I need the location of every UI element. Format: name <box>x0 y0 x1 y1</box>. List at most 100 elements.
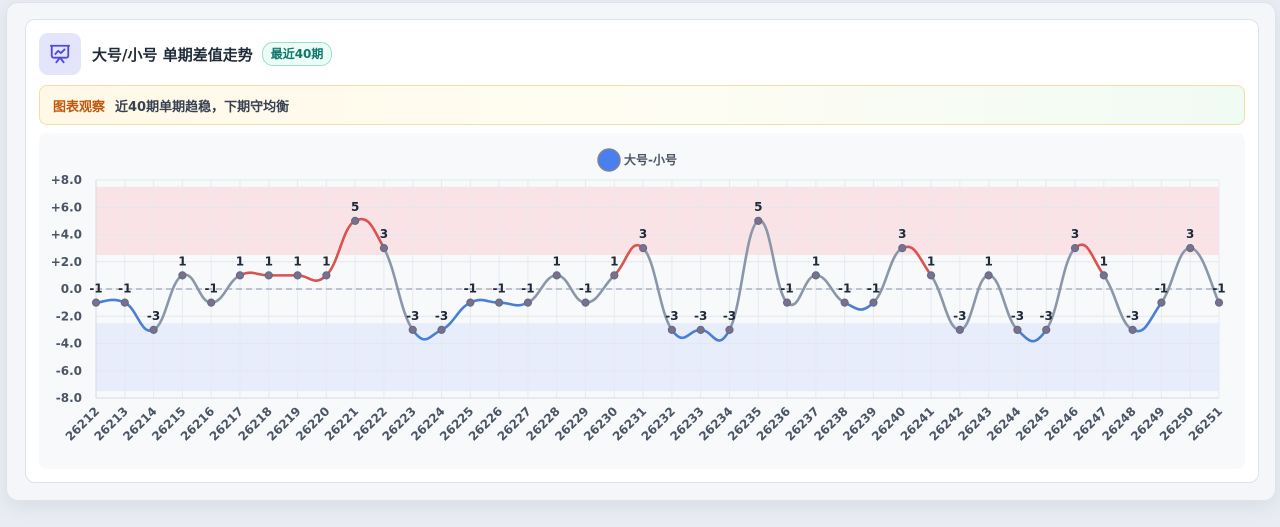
series-line-segment <box>382 246 415 332</box>
data-label: 1 <box>178 254 186 268</box>
data-point[interactable] <box>466 298 475 307</box>
data-point[interactable] <box>782 298 792 307</box>
data-label: 5 <box>754 200 762 214</box>
data-point[interactable] <box>495 298 504 307</box>
data-label: 1 <box>812 254 820 268</box>
data-label: 1 <box>322 254 330 268</box>
data-point[interactable] <box>235 271 245 280</box>
legend-label: 大号-小号 <box>624 152 677 167</box>
data-label: 1 <box>1100 254 1108 268</box>
data-label: -3 <box>435 309 448 323</box>
observation-text: 近40期单期趋稳，下期守均衡 <box>115 99 290 115</box>
data-point[interactable] <box>178 271 187 280</box>
data-point[interactable] <box>1042 325 1051 334</box>
data-label: -1 <box>521 282 534 296</box>
data-label: -1 <box>1212 282 1225 296</box>
series-line-segment <box>843 301 875 311</box>
data-point[interactable] <box>926 271 936 280</box>
data-label: -3 <box>953 309 966 323</box>
series-line-segment <box>872 246 904 304</box>
data-label: 1 <box>984 254 992 268</box>
data-point[interactable] <box>1157 298 1166 307</box>
data-point[interactable] <box>1099 271 1108 280</box>
period-badge: 最近40期 <box>261 42 333 66</box>
data-point[interactable] <box>149 325 158 334</box>
y-tick-label: +6.0 <box>51 200 82 214</box>
data-point[interactable] <box>696 325 705 334</box>
data-point[interactable] <box>811 271 820 280</box>
data-label: -1 <box>118 282 131 296</box>
data-point[interactable] <box>639 244 648 253</box>
data-point[interactable] <box>898 244 907 253</box>
observation-banner: 图表观察 近40期单期趋稳，下期守均衡 <box>39 85 1245 125</box>
y-tick-label: -8.0 <box>56 391 82 405</box>
data-label: -3 <box>1011 309 1024 323</box>
data-label: 5 <box>351 200 359 214</box>
data-point[interactable] <box>207 298 216 307</box>
data-point[interactable] <box>1186 244 1195 253</box>
data-point[interactable] <box>754 216 763 225</box>
data-label: -3 <box>694 309 707 323</box>
series-line-segment <box>641 246 674 332</box>
y-tick-label: 0.0 <box>61 282 82 296</box>
y-tick-label: +8.0 <box>51 173 82 187</box>
data-point[interactable] <box>264 271 273 280</box>
data-label: 3 <box>1071 227 1079 241</box>
data-point[interactable] <box>869 298 878 307</box>
data-label: -3 <box>665 309 678 323</box>
legend[interactable]: 大号-小号 <box>597 148 677 172</box>
data-point[interactable] <box>1214 298 1224 307</box>
data-point[interactable] <box>91 298 101 307</box>
data-point[interactable] <box>552 271 561 280</box>
y-tick-label: -4.0 <box>56 337 82 351</box>
data-point[interactable] <box>120 298 129 307</box>
data-point[interactable] <box>322 271 331 280</box>
data-label: 1 <box>236 254 244 268</box>
data-label: -3 <box>147 309 160 323</box>
chart-band-1 <box>96 323 1219 392</box>
data-point[interactable] <box>408 325 417 334</box>
data-point[interactable] <box>1013 325 1022 334</box>
data-point[interactable] <box>379 244 389 253</box>
chart-card: 大号/小号 单期差值走势 最近40期 图表观察 近40期单期趋稳，下期守均衡 +… <box>25 19 1259 483</box>
card-header: 大号/小号 单期差值走势 最近40期 <box>39 33 333 75</box>
data-point[interactable] <box>725 325 734 334</box>
data-label: -1 <box>205 282 218 296</box>
data-label: -3 <box>1040 309 1053 323</box>
series-line-segment <box>238 271 271 277</box>
legend-marker <box>597 148 621 172</box>
data-label: -1 <box>838 282 851 296</box>
data-point[interactable] <box>351 216 360 225</box>
data-point[interactable] <box>523 298 533 307</box>
data-label: 3 <box>380 227 388 241</box>
data-point[interactable] <box>581 298 590 307</box>
data-label: -3 <box>723 309 736 323</box>
series-line-segment <box>728 219 760 332</box>
observation-label: 图表观察 <box>53 99 106 115</box>
line-chart: +8.0+6.0+4.0+2.00.0-2.0-4.0-6.0-8.0-1262… <box>51 148 1226 444</box>
data-label: 3 <box>1186 227 1194 241</box>
data-label: -1 <box>780 282 793 296</box>
data-label: -3 <box>1126 309 1139 323</box>
data-label: -1 <box>867 282 880 296</box>
y-tick-label: -6.0 <box>56 364 82 378</box>
data-point[interactable] <box>955 325 964 334</box>
data-point[interactable] <box>840 298 849 307</box>
data-label: -1 <box>1155 282 1168 296</box>
data-label: -3 <box>406 309 419 323</box>
data-point[interactable] <box>667 325 676 334</box>
data-label: 1 <box>610 254 618 268</box>
data-point[interactable] <box>437 325 446 334</box>
data-label: 3 <box>639 227 647 241</box>
data-label: -1 <box>464 282 477 296</box>
data-point[interactable] <box>293 271 302 280</box>
data-label: -1 <box>579 282 592 296</box>
series-line-segment <box>469 298 501 304</box>
chart-title: 大号/小号 单期差值走势 <box>92 45 253 64</box>
data-point[interactable] <box>1070 244 1080 253</box>
data-point[interactable] <box>610 271 619 280</box>
data-point[interactable] <box>984 271 993 280</box>
chart-presentation-icon <box>39 33 81 75</box>
data-label: -1 <box>89 282 102 296</box>
data-point[interactable] <box>1128 325 1137 334</box>
